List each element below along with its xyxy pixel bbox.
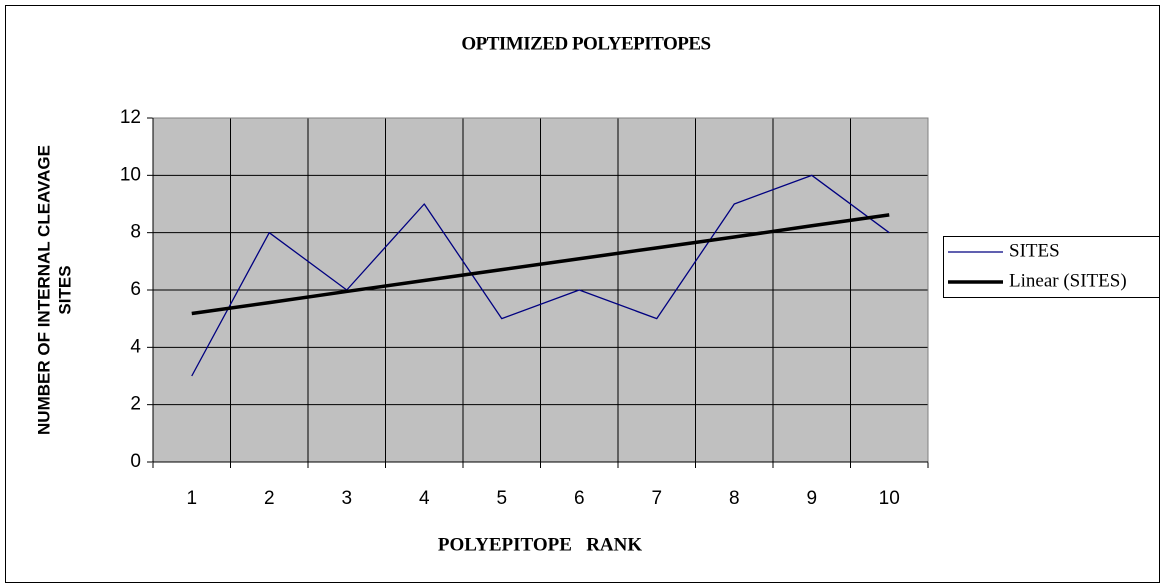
x-tick-label: 2 — [264, 488, 275, 509]
y-tick-label: 0 — [130, 451, 141, 472]
series-line — [191, 213, 890, 316]
y-tick-label: 2 — [130, 394, 141, 415]
x-tick-label: 6 — [574, 488, 585, 509]
y-tick-label: 10 — [120, 164, 141, 185]
x-tick-label: 5 — [496, 488, 507, 509]
x-tick-label: 10 — [879, 488, 900, 509]
x-tick-label: 9 — [806, 488, 817, 509]
y-tick-label: 8 — [130, 222, 141, 243]
y-tick-label: 6 — [130, 279, 141, 300]
y-tick-label: 4 — [130, 336, 141, 357]
y-axis-label: NUMBER OF INTERNAL CLEAVAGE — [34, 145, 53, 435]
x-tick-label: 7 — [651, 488, 662, 509]
x-tick-label: 1 — [186, 488, 197, 509]
y-axis-label: SITES — [55, 265, 74, 314]
x-axis-label: POLYEPITOPE RANK — [438, 534, 643, 555]
series-line — [191, 174, 890, 377]
x-tick-label: 4 — [419, 488, 430, 509]
y-tick-label: 12 — [120, 107, 141, 128]
x-tick-label: 3 — [341, 488, 352, 509]
legend-label: SITES — [1009, 240, 1060, 261]
legend-box — [943, 236, 1160, 298]
chart-title: OPTIMIZED POLYEPITOPES — [461, 33, 710, 54]
legend-label: Linear (SITES) — [1009, 270, 1127, 291]
x-tick-label: 8 — [729, 488, 740, 509]
